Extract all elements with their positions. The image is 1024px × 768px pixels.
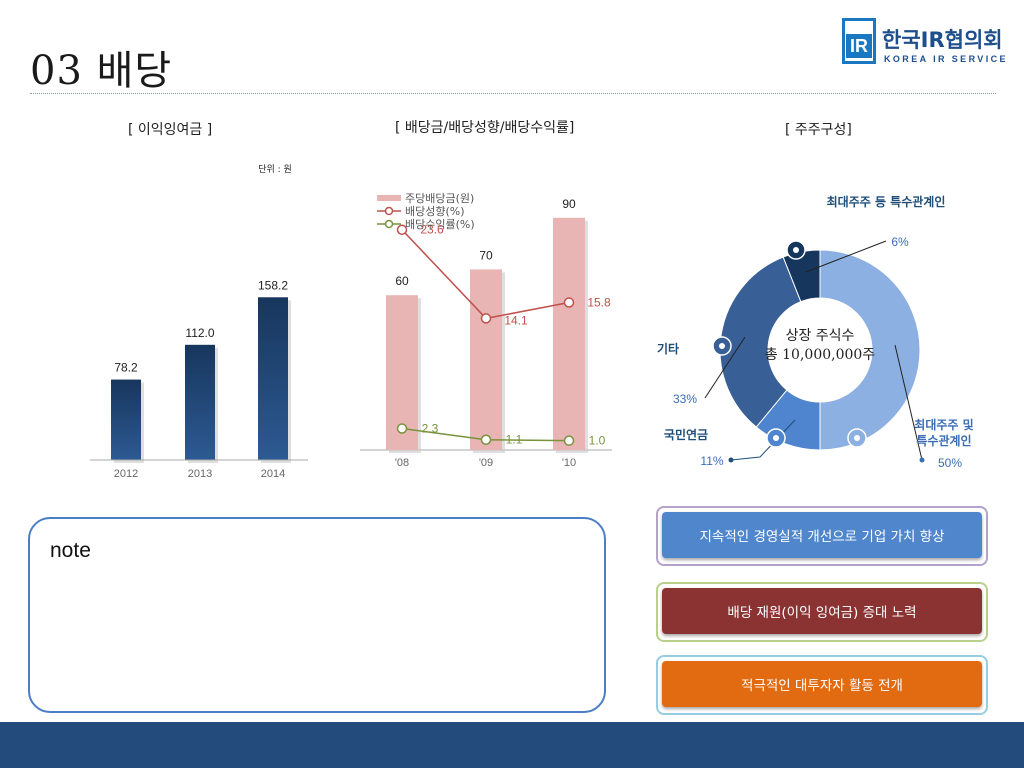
series-point xyxy=(480,434,492,445)
legend-swatch-marker xyxy=(384,219,394,229)
callout-pin-hole xyxy=(854,435,860,441)
legend-label: 배당성향(%) xyxy=(405,205,465,218)
slice-percent-label: 6% xyxy=(891,235,909,249)
logo-mark: IR xyxy=(846,34,872,58)
logo-icon xyxy=(842,18,876,64)
slice-percent-label: 11% xyxy=(700,454,723,468)
dividend-bar-label: 90 xyxy=(562,197,576,211)
bar-value-label: 78.2 xyxy=(114,361,138,375)
series-point-label: 14.1 xyxy=(504,313,528,327)
note-box[interactable]: note xyxy=(28,517,606,713)
action-button-dividend-source[interactable]: 배당 재원(이익 잉여금) 증대 노력 xyxy=(662,588,982,634)
series-point-label: 1.0 xyxy=(589,434,606,448)
donut-slice-2 xyxy=(719,256,802,428)
title-divider xyxy=(30,93,996,94)
x-tick-label: 2012 xyxy=(114,468,138,480)
dividend-bar-label: 70 xyxy=(479,248,493,262)
legend-label: 주당배당금(원) xyxy=(405,192,474,205)
slice-percent-label: 33% xyxy=(673,392,697,406)
action-frame-3: 적극적인 대투자자 활동 전개 xyxy=(656,655,988,715)
unit-note: 단위 : 원 xyxy=(258,164,292,175)
slice-name-label: 기타 xyxy=(657,341,679,356)
logo-subtitle: KOREA IR SERVICE xyxy=(884,54,1008,64)
x-tick-label: '08 xyxy=(395,457,409,469)
callout-pin-hole xyxy=(793,247,799,253)
series-point-label: 23.6 xyxy=(420,223,444,237)
leader-dot xyxy=(728,457,734,463)
series-point xyxy=(396,224,408,235)
footer-bar xyxy=(0,722,1024,768)
series-point-label: 15.8 xyxy=(587,296,611,310)
donut-slice-0 xyxy=(819,249,921,451)
slice-name-label: 최대주주 등 특수관계인 xyxy=(827,194,946,209)
shareholder-chart-title: [ 주주구성] xyxy=(785,122,852,138)
leader-dot xyxy=(919,457,925,463)
slice-name-label: 최대주주 및 xyxy=(914,417,973,432)
slice-name-label: 국민연금 xyxy=(664,427,708,442)
action-button-ir-activity[interactable]: 적극적인 대투자자 활동 전개 xyxy=(662,661,982,707)
bar-value-label: 158.2 xyxy=(258,278,288,292)
legend-swatch-bars xyxy=(377,195,401,201)
series-point xyxy=(480,313,492,324)
slice-name-label: 특수관계인 xyxy=(916,433,971,448)
series-point-label: 1.1 xyxy=(506,433,523,447)
leader-line xyxy=(894,344,923,461)
series-point xyxy=(396,423,408,434)
dividend-chart-title: [ 배당금/배당성향/배당수익률] xyxy=(395,120,575,136)
logo-name: 한국IR협의회 xyxy=(882,28,1003,52)
leader-line xyxy=(805,240,887,273)
x-tick-label: 2014 xyxy=(261,468,285,480)
leader-line xyxy=(704,336,746,399)
x-tick-label: '09 xyxy=(479,457,493,469)
legend-label: 배당수익률(%) xyxy=(405,218,475,231)
series-point xyxy=(563,297,575,308)
callout-pin-hole xyxy=(719,343,725,349)
page-title: 03 배당 xyxy=(30,48,173,94)
legend-swatch-marker xyxy=(384,206,394,216)
x-tick-label: '10 xyxy=(562,457,576,469)
slice-percent-label: 50% xyxy=(938,456,962,470)
bar-2014 xyxy=(258,297,288,460)
company-logo: IR 한국IR협의회 KOREA IR SERVICE xyxy=(842,18,1006,68)
center-label-line-1: 상장 주식수 xyxy=(786,328,855,344)
bar-2012 xyxy=(111,379,141,460)
bar-2013 xyxy=(185,344,215,460)
dividend-bar-1 xyxy=(470,269,502,450)
bar-value-label: 112.0 xyxy=(185,326,214,340)
note-text: note xyxy=(50,539,91,562)
retained-earnings-title: [ 이익잉여금 ] xyxy=(128,122,213,138)
series-point-label: 2.3 xyxy=(422,422,439,436)
series-point xyxy=(563,435,575,446)
action-frame-1: 지속적인 경영실적 개선으로 기업 가치 향상 xyxy=(656,506,988,566)
action-button-value-growth[interactable]: 지속적인 경영실적 개선으로 기업 가치 향상 xyxy=(662,512,982,558)
charts-canvas: 단위 : 원 78.2 2012 112.0 2013 158.2 2014 60 '08 70 '… xyxy=(90,164,974,480)
center-label-line-2: 총 10,000,000주 xyxy=(765,347,875,363)
x-tick-label: 2013 xyxy=(188,468,212,480)
action-frame-2: 배당 재원(이익 잉여금) 증대 노력 xyxy=(656,582,988,642)
callout-pin-hole xyxy=(773,435,779,441)
dividend-bar-label: 60 xyxy=(395,274,409,288)
dividend-bar-2 xyxy=(553,217,585,450)
